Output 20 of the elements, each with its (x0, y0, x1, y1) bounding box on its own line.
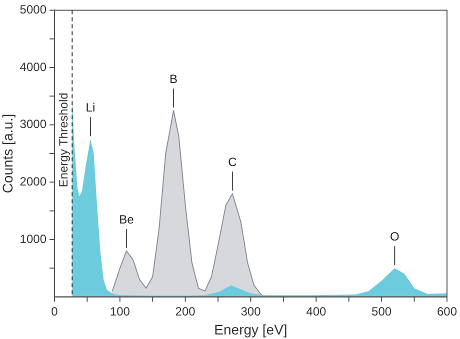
y-tick-label: 3000 (20, 117, 47, 132)
x-tick-label: 100 (110, 304, 130, 318)
x-tick-label: 0 (51, 304, 58, 318)
x-tick-label: 200 (175, 304, 196, 318)
y-axis-title: Counts [a.u.] (0, 114, 16, 194)
annotation: Be (119, 212, 134, 226)
annotation: B (170, 72, 178, 86)
x-axis-title: Energy [eV] (214, 321, 288, 338)
annotation: O (390, 229, 400, 244)
x-tick-label: 600 (436, 304, 458, 318)
annotation: C (228, 154, 238, 169)
y-tick-label: 5000 (20, 2, 47, 17)
x-tick-label: 400 (306, 304, 326, 318)
x-tick-label: 300 (240, 304, 262, 318)
annotation: Li (86, 100, 96, 114)
y-tick-label: 4000 (20, 60, 47, 74)
y-tick-label: 1000 (20, 232, 47, 246)
ref-line-label: Energy Threshold (56, 92, 70, 188)
x-tick-label: 500 (372, 304, 392, 318)
y-tick-label: 2000 (20, 174, 47, 188)
